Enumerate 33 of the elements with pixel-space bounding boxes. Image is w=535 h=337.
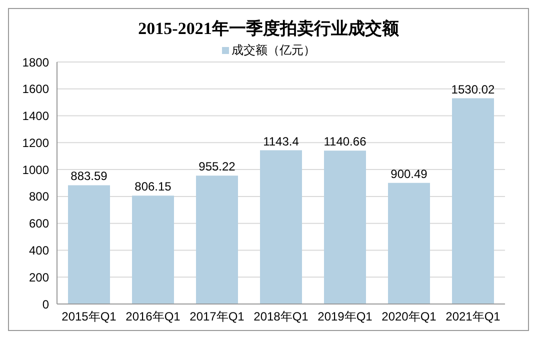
y-tick-label: 1000: [22, 162, 50, 177]
data-label: 1530.02: [451, 82, 496, 96]
y-tick-label: 0: [42, 297, 50, 312]
y-tick-label: 600: [28, 216, 50, 231]
y-tick-label: 1600: [22, 82, 50, 96]
y-tick-label: 1400: [22, 109, 50, 124]
x-tick-label: 2016年Q1: [126, 310, 181, 324]
x-tick-label: 2018年Q1: [254, 310, 309, 324]
bar: [196, 176, 238, 304]
y-tick-label: 200: [28, 270, 50, 284]
chart-title: 2015-2021年一季度拍卖行业成交额: [137, 18, 400, 40]
bar: [260, 150, 302, 304]
bar: [132, 196, 174, 304]
legend-label: 成交额（亿元）: [230, 43, 316, 57]
data-label: 900.49: [390, 166, 428, 181]
data-label: 883.59: [70, 169, 108, 184]
y-tick-label: 1800: [22, 55, 50, 70]
data-label: 1143.4: [263, 134, 300, 148]
x-tick-label: 2017年Q1: [190, 310, 245, 324]
x-tick-label: 2019年Q1: [318, 310, 373, 324]
data-label: 806.15: [134, 180, 172, 194]
x-tick-label: 2021年Q1: [446, 310, 501, 324]
data-label: 1140.66: [324, 134, 367, 149]
y-tick-label: 1200: [22, 136, 50, 150]
x-tick-label: 2020年Q1: [382, 310, 437, 324]
data-label: 955.22: [198, 160, 236, 174]
bar: [68, 185, 110, 304]
y-tick-label: 400: [28, 243, 50, 258]
x-tick-label: 2015年Q1: [62, 310, 117, 324]
bar: [388, 182, 430, 304]
bar: [452, 98, 494, 304]
y-tick-label: 800: [28, 190, 50, 204]
bar: [324, 150, 366, 304]
